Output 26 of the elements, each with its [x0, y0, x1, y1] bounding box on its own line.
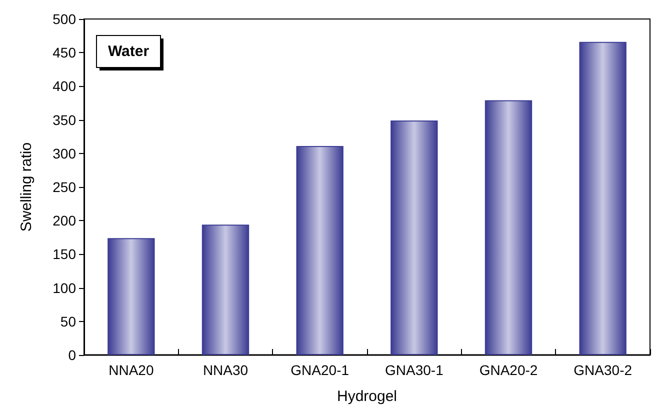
x-axis-title: Hydrogel	[336, 388, 398, 405]
bar	[484, 100, 532, 355]
bar	[108, 238, 155, 355]
bar	[296, 146, 344, 355]
x-tick-label: NNA30	[202, 362, 248, 378]
x-tick-label: GNA30-1	[384, 362, 444, 378]
y-tick-label: 150	[52, 246, 76, 262]
annotation: Water	[108, 43, 150, 60]
x-tick-label: GNA30-2	[574, 362, 632, 378]
y-tick-label: 350	[52, 112, 76, 128]
y-tick-label: 250	[52, 179, 76, 195]
y-tick-label: 50	[60, 313, 76, 330]
y-tick-label: 400	[52, 78, 76, 94]
x-tick-label: GNA20-2	[479, 362, 538, 378]
y-tick-label: 100	[52, 280, 76, 296]
y-axis-title: Swelling ratio	[18, 142, 35, 232]
bar	[579, 42, 626, 355]
x-tick-label: NNA20	[108, 362, 154, 378]
y-tick-label: 300	[52, 145, 76, 162]
y-tick-label: 450	[52, 44, 76, 61]
y-tick-label: 0	[68, 347, 76, 363]
y-tick-label: 200	[52, 212, 76, 229]
x-tick-label: GNA20-1	[290, 362, 350, 378]
bar	[390, 120, 438, 355]
y-tick-label: 500	[52, 11, 76, 27]
bar	[202, 224, 250, 355]
